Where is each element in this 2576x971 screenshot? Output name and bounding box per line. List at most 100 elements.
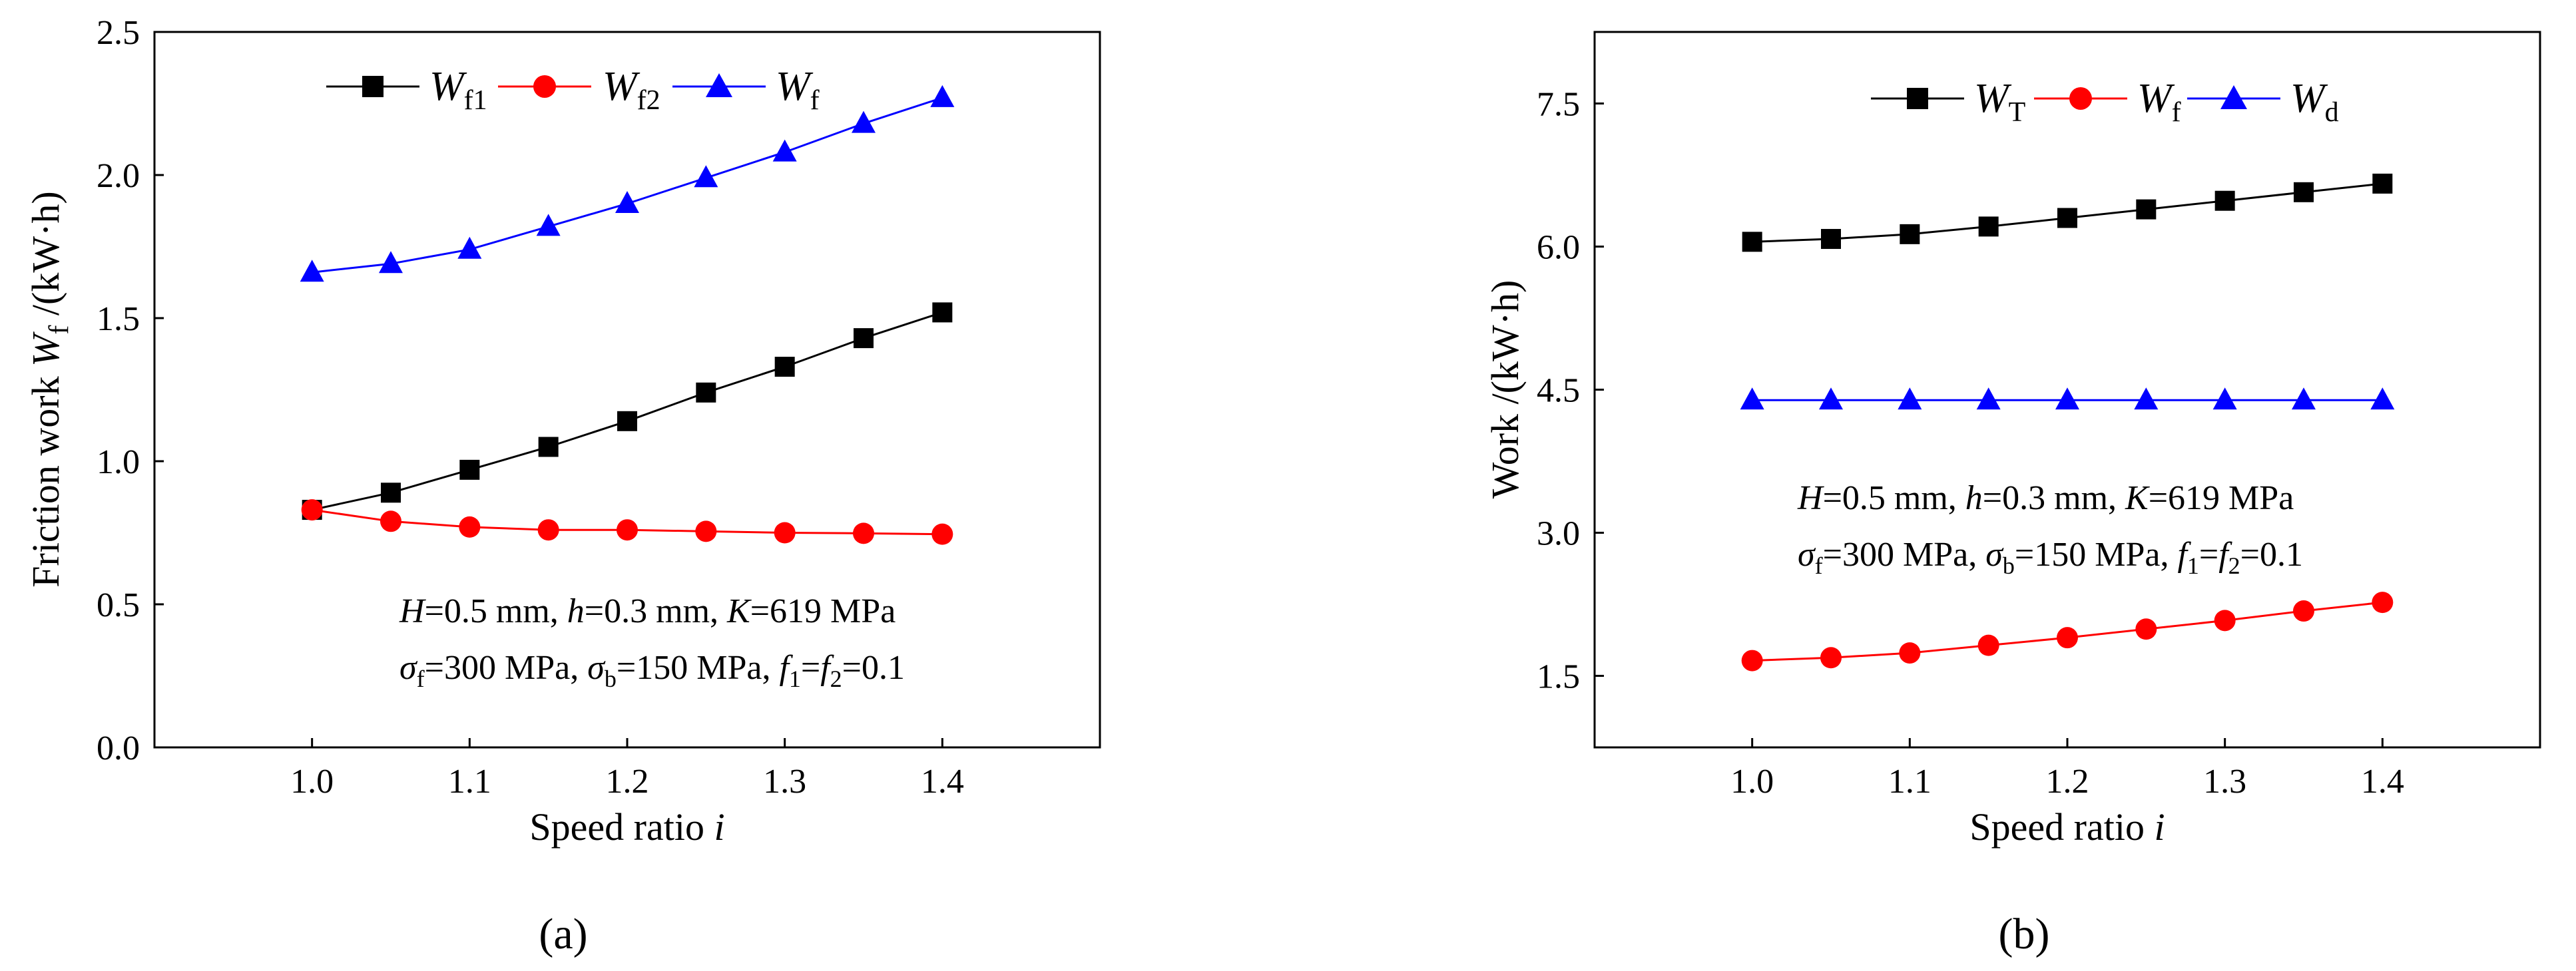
data-point-wf xyxy=(1899,642,1921,664)
y-tick-label: 7.5 xyxy=(1537,86,1580,124)
x-tick-label: 1.1 xyxy=(448,763,491,801)
data-point-wt xyxy=(2372,173,2393,194)
legend-label-wf-b: Wf xyxy=(2137,76,2181,128)
x-axis-label-a: Speed ratio i xyxy=(529,805,724,849)
data-point-wd xyxy=(1898,387,1922,410)
data-point-wf1 xyxy=(932,302,953,323)
legend-item-wd: Wd xyxy=(2187,76,2339,128)
y-axis-label-a: Friction work Wf /(kW·h) xyxy=(24,191,75,588)
y-axis-ticks-a: 0.0 0.5 1.0 1.5 2.0 2.5 xyxy=(97,14,164,767)
data-point-wf xyxy=(457,236,482,259)
caption-a: (a) xyxy=(539,910,587,958)
legend-label-wd: Wd xyxy=(2290,76,2339,128)
series-wf xyxy=(300,85,955,282)
data-point-wf xyxy=(300,260,324,282)
legend-label-wf: Wf xyxy=(776,64,820,116)
legend-marker-wf xyxy=(706,73,732,97)
data-point-wf xyxy=(852,110,876,133)
legend-item-wt: WT xyxy=(1871,76,2025,128)
x-tick-label: 1.3 xyxy=(763,763,806,801)
data-point-wf xyxy=(2372,592,2394,614)
legend-item-wf2: Wf2 xyxy=(498,64,660,116)
annotation-line1-a: H=0.5 mm, h=0.3 mm, K=619 MPa xyxy=(399,592,896,630)
legend-item-wf-b: Wf xyxy=(2034,76,2181,128)
data-point-wf xyxy=(1741,650,1763,672)
x-tick-label: 1.3 xyxy=(2203,763,2246,801)
data-point-wf xyxy=(694,165,718,188)
y-tick-label: 1.5 xyxy=(97,300,140,338)
data-point-wf xyxy=(930,85,955,107)
data-point-wt xyxy=(2057,208,2077,228)
x-tick-label: 1.1 xyxy=(1888,763,1932,801)
legend-a: Wf1 Wf2 Wf xyxy=(326,64,820,116)
data-point-wf1 xyxy=(381,483,401,503)
caption-b: (b) xyxy=(1999,910,2050,958)
data-point-wf2 xyxy=(853,522,874,544)
data-point-wd xyxy=(2370,387,2395,410)
series-line-wf1 xyxy=(312,311,943,511)
data-point-wf2 xyxy=(931,523,953,545)
data-point-wf xyxy=(379,251,403,274)
data-point-wd xyxy=(1976,387,2001,410)
series-wf xyxy=(1741,592,2394,672)
data-point-wd xyxy=(1740,387,1764,410)
data-point-wd xyxy=(2134,387,2159,410)
data-point-wf2 xyxy=(380,510,401,532)
data-point-wf2 xyxy=(774,522,796,544)
x-tick-label: 1.4 xyxy=(2361,763,2404,801)
legend-marker-wf1 xyxy=(362,76,384,97)
x-tick-label: 1.2 xyxy=(2046,763,2089,801)
y-axis-label-b: Work /(kW·h) xyxy=(1483,280,1527,499)
plot-frame-a xyxy=(153,31,1101,749)
chart-b: 1.5 3.0 4.5 6.0 7.5 1.0 1.1 1.2 1.3 1.4 Work /(k… xyxy=(1483,31,2541,958)
legend-item-wf1: Wf1 xyxy=(326,64,487,116)
x-tick-label: 1.0 xyxy=(290,763,334,801)
y-axis-ticks-b: 1.5 3.0 4.5 6.0 7.5 xyxy=(1537,86,1604,696)
data-point-wd xyxy=(1819,387,1843,410)
annotation-line1-b: H=0.5 mm, h=0.3 mm, K=619 MPa xyxy=(1797,479,2294,517)
data-point-wf1 xyxy=(854,328,874,349)
data-point-wf2 xyxy=(617,519,638,541)
y-tick-label: 0.0 xyxy=(97,729,140,767)
legend-item-wf: Wf xyxy=(672,64,820,116)
data-point-wf2 xyxy=(695,520,717,542)
x-tick-label: 1.0 xyxy=(1730,763,1774,801)
data-point-wf xyxy=(2293,600,2314,622)
annotation-line2-b: σf=300 MPa, σb=150 MPa, f1=f2=0.1 xyxy=(1798,536,2303,579)
chart-a: 0.0 0.5 1.0 1.5 2.0 2.5 1.0 1.1 1.2 1.3 1.4 Frict… xyxy=(24,14,1101,958)
data-point-wd xyxy=(2212,387,2237,410)
x-axis-ticks-a: 1.0 1.1 1.2 1.3 1.4 xyxy=(290,738,964,801)
series-group-a xyxy=(300,85,955,545)
data-point-wf1 xyxy=(459,459,480,480)
data-point-wf1 xyxy=(617,411,637,431)
data-point-wt xyxy=(2294,182,2314,202)
data-point-wt xyxy=(1900,224,1920,244)
legend-label-wt: WT xyxy=(1974,76,2025,128)
legend-label-wf2: Wf2 xyxy=(603,64,660,116)
legend-marker-wf-b xyxy=(2069,87,2092,110)
annotation-line2-a: σf=300 MPa, σb=150 MPa, f1=f2=0.1 xyxy=(399,649,905,692)
data-point-wf xyxy=(615,191,639,213)
x-tick-label: 1.2 xyxy=(606,763,649,801)
data-point-wt xyxy=(2136,199,2157,220)
data-point-wt xyxy=(1821,229,1841,250)
data-point-wf xyxy=(2214,610,2236,632)
series-wd xyxy=(1740,387,2395,410)
series-wf2 xyxy=(301,499,953,545)
x-axis-ticks-b: 1.0 1.1 1.2 1.3 1.4 xyxy=(1730,738,2404,801)
data-point-wf1 xyxy=(774,357,795,377)
y-tick-label: 2.0 xyxy=(97,157,140,195)
data-point-wt xyxy=(2214,190,2235,211)
series-wf1 xyxy=(302,302,953,520)
data-point-wf xyxy=(772,139,797,162)
data-point-wf xyxy=(2057,627,2078,649)
y-tick-label: 1.5 xyxy=(1537,658,1580,696)
legend-marker-wt xyxy=(1907,88,1928,109)
legend-label-wf1: Wf1 xyxy=(429,64,487,116)
data-point-wt xyxy=(1978,216,1999,237)
y-tick-label: 0.5 xyxy=(97,586,140,624)
legend-marker-wf2 xyxy=(533,75,556,98)
x-tick-label: 1.4 xyxy=(921,763,964,801)
data-point-wf2 xyxy=(301,499,323,521)
